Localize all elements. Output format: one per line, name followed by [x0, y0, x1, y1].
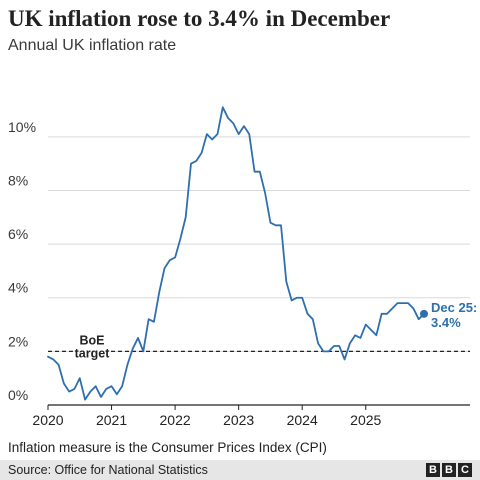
inflation-series-line — [47, 106, 425, 401]
y-tick-label: 8% — [8, 172, 28, 188]
chart-subtitle: Annual UK inflation rate — [8, 37, 177, 54]
y-tick-label: 2% — [8, 333, 28, 349]
footnote: Inflation measure is the Consumer Prices… — [8, 440, 327, 455]
source-text: Source: Office for National Statistics — [8, 463, 208, 477]
y-tick-label: 4% — [8, 280, 28, 296]
bbc-logo-block: B — [442, 463, 456, 477]
x-tick-label: 2024 — [287, 412, 318, 428]
x-tick-label: 2022 — [160, 412, 191, 428]
bbc-logo-block: C — [458, 463, 472, 477]
bbc-logo-block: B — [426, 463, 440, 477]
boe-target-label: BoE target — [75, 333, 111, 360]
inflation-line-chart: 0% 2% 4% 6% 8% 10% 2020 2021 2022 2023 2024 2025 BoE… — [8, 106, 477, 428]
latest-value-label-line: 3.4% — [431, 315, 461, 330]
chart-title: UK inflation rose to 3.4% in December — [8, 6, 391, 31]
y-tick-label: 10% — [8, 119, 36, 135]
y-tick-label: 0% — [8, 387, 28, 403]
bbc-logo: B B C — [426, 463, 472, 477]
x-tick-label: 2020 — [32, 412, 63, 428]
x-tick-label: 2025 — [350, 412, 381, 428]
boe-target-label-line: BoE — [80, 333, 105, 347]
x-tick-label: 2023 — [223, 412, 254, 428]
latest-value-label: Dec 25: 3.4% — [431, 300, 477, 330]
latest-value-label-line: Dec 25: — [431, 300, 477, 315]
latest-data-point — [420, 309, 428, 318]
x-tick-label: 2021 — [96, 412, 127, 428]
boe-target-label-line: target — [75, 346, 111, 360]
y-tick-label: 6% — [8, 226, 28, 242]
source-bar: Source: Office for National Statistics B… — [0, 460, 480, 480]
